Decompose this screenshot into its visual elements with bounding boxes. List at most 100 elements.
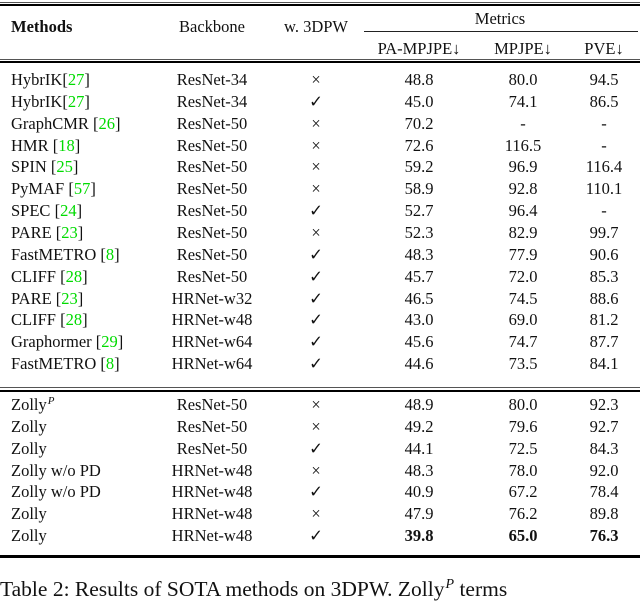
backbone-cell: ResNet-50 (176, 222, 248, 242)
table-row: CLIFF [28] HRNet-w48 ✓ 43.0 69.0 81.2 (0, 309, 640, 331)
method-name: GraphCMR (11, 113, 89, 133)
citation-number: 28 (65, 266, 83, 286)
pve-cell: - (601, 201, 607, 221)
backbone-cell: ResNet-50 (176, 438, 248, 458)
citation-close-bracket: ] (84, 69, 90, 89)
citation-close-bracket: ] (77, 288, 84, 308)
cross-icon: × (311, 135, 321, 155)
method-cell: ZollyP (11, 395, 152, 415)
method-name: Zolly (11, 526, 47, 546)
mpjpe-cell: 82.9 (508, 222, 538, 242)
table-row: FastMETRO [8] HRNet-w64 ✓ 44.6 73.5 84.1 (0, 353, 640, 375)
cross-icon: × (311, 157, 321, 177)
cross-icon: × (311, 394, 321, 414)
backbone-cell: ResNet-34 (176, 91, 248, 111)
method-name: HMR (11, 135, 49, 155)
mpjpe-cell: 65.0 (508, 526, 538, 546)
method-cell: Zolly (11, 504, 152, 524)
table-row: Zolly w/o PD HRNet-w48 × 48.3 78.0 92.0 (0, 460, 640, 482)
pa-mpjpe-cell: 45.0 (404, 91, 434, 111)
pve-cell: 92.0 (589, 460, 619, 480)
checkmark-icon: ✓ (309, 332, 323, 352)
method-name: SPEC (11, 201, 51, 221)
method-cell: SPEC [24] (11, 201, 152, 221)
pa-mpjpe-cell: 48.8 (404, 69, 434, 89)
method-name: HybrIK (11, 69, 63, 89)
mpjpe-cell: 74.7 (508, 332, 538, 352)
cross-icon: × (311, 113, 321, 133)
method-cell: Graphormer [29] (11, 332, 152, 352)
table-row: PARE [23] HRNet-w32 ✓ 46.5 74.5 88.6 (0, 288, 640, 310)
pve-cell: 92.7 (589, 416, 619, 436)
citation-number: 25 (56, 157, 73, 177)
method-cell: CLIFF [28] (11, 267, 152, 287)
method-cell: FastMETRO [8] (11, 245, 152, 265)
method-name: SPIN (11, 157, 47, 177)
cross-icon: × (311, 179, 321, 199)
backbone-cell: HRNet-w48 (171, 310, 253, 330)
checkmark-icon: ✓ (309, 91, 323, 111)
citation-close-bracket: ] (77, 222, 84, 242)
method-name: CLIFF (11, 310, 56, 330)
pa-mpjpe-cell: 52.3 (404, 222, 434, 242)
backbone-cell: ResNet-50 (176, 113, 248, 133)
pa-mpjpe-cell: 52.7 (404, 201, 434, 221)
method-name: Zolly w/o PD (11, 460, 101, 480)
table-row: HybrIK[27] ResNet-34 ✓ 45.0 74.1 86.5 (0, 91, 640, 113)
pve-cell: 116.4 (585, 157, 623, 177)
pve-cell: 81.2 (589, 310, 619, 330)
pa-mpjpe-cell: 70.2 (404, 113, 434, 133)
method-cell: GraphCMR [26] (11, 114, 152, 134)
method-name: Zolly (11, 438, 47, 458)
mpjpe-cell: 74.5 (508, 288, 538, 308)
mpjpe-cell: 73.5 (508, 354, 538, 374)
pve-cell: 84.3 (589, 438, 619, 458)
cross-icon: × (311, 416, 321, 436)
pa-mpjpe-cell: 44.1 (404, 438, 434, 458)
table-row: PARE [23] ResNet-50 × 52.3 82.9 99.7 (0, 222, 640, 244)
pve-cell: 90.6 (589, 244, 619, 264)
citation-open-bracket: [ (48, 135, 59, 155)
mpjpe-cell: 72.0 (508, 266, 538, 286)
citation-open-bracket: [ (50, 201, 61, 221)
backbone-cell: HRNet-w64 (171, 332, 253, 352)
script-p-superscript: P (47, 394, 55, 407)
citation-open-bracket: [ (62, 69, 68, 89)
method-name: Graphormer (11, 332, 92, 352)
pa-mpjpe-cell: 47.9 (404, 504, 434, 524)
method-name: Zolly w/o PD (11, 482, 101, 502)
backbone-cell: HRNet-w48 (171, 482, 253, 502)
mid-rule-thick (0, 390, 640, 392)
method-name: FastMETRO (11, 354, 97, 374)
citation-open-bracket: [ (55, 266, 66, 286)
checkmark-icon: ✓ (309, 201, 323, 221)
mpjpe-cell: 79.6 (508, 416, 538, 436)
method-cell: PARE [23] (11, 223, 152, 243)
citation-close-bracket: ] (82, 310, 88, 330)
pve-cell: 85.3 (589, 266, 619, 286)
backbone-cell: ResNet-50 (176, 135, 248, 155)
method-name: Zolly (11, 416, 47, 436)
checkmark-icon: ✓ (309, 526, 323, 546)
column-header-w3dpw: w. 3DPW (283, 17, 348, 36)
method-cell: Zolly w/o PD (11, 482, 152, 502)
pve-cell: 89.8 (589, 504, 619, 524)
pa-mpjpe-cell: 58.9 (404, 179, 434, 199)
method-cell: Zolly (11, 417, 152, 437)
table-row: Zolly ResNet-50 × 49.2 79.6 92.7 (0, 416, 640, 438)
column-header-mpjpe: MPJPE↓ (494, 39, 552, 58)
citation-number: 26 (98, 113, 116, 133)
pa-mpjpe-cell: 59.2 (404, 157, 434, 177)
backbone-cell: ResNet-50 (176, 416, 248, 436)
table-row: PyMAF [57] ResNet-50 × 58.9 92.8 110.1 (0, 178, 640, 200)
table-row: CLIFF [28] ResNet-50 ✓ 45.7 72.0 85.3 (0, 266, 640, 288)
mpjpe-cell: 116.5 (504, 135, 542, 155)
pa-mpjpe-cell: 48.3 (404, 244, 434, 264)
citation-open-bracket: [ (96, 354, 106, 374)
backbone-cell: HRNet-w48 (171, 460, 253, 480)
pve-cell: - (601, 135, 607, 155)
pa-mpjpe-cell: 48.9 (404, 394, 434, 414)
citation-number: 57 (73, 179, 91, 199)
table-row: Zolly HRNet-w48 × 47.9 76.2 89.8 (0, 503, 640, 525)
pve-cell: 76.3 (589, 526, 619, 546)
